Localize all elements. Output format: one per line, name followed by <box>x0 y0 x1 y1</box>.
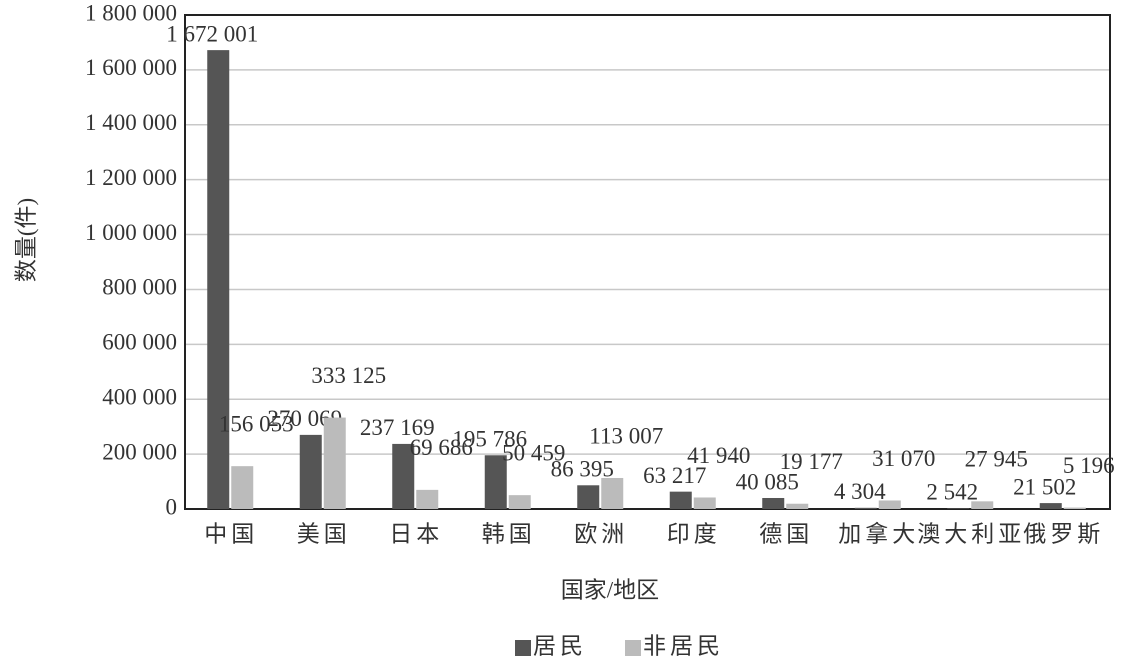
y-tick-label: 1 800 000 <box>85 0 177 25</box>
value-label: 63 217 <box>643 463 706 488</box>
plot-frame <box>184 14 1111 510</box>
x-tick-label: 美国 <box>297 521 351 546</box>
bar <box>508 495 531 509</box>
x-tick-label: 韩国 <box>482 521 536 546</box>
bar <box>693 497 716 509</box>
value-label: 333 125 <box>311 363 386 388</box>
y-tick-label: 600 000 <box>102 330 177 355</box>
value-label: 1 672 001 <box>166 21 258 46</box>
bar <box>669 491 692 509</box>
bar <box>762 497 785 509</box>
value-label: 50 459 <box>502 440 565 465</box>
bar <box>392 443 415 509</box>
y-tick-label: 800 000 <box>102 275 177 300</box>
y-tick-label: 0 <box>166 494 178 519</box>
bar <box>577 485 600 509</box>
bar <box>854 507 877 509</box>
bar <box>878 500 901 509</box>
y-tick-label: 1 600 000 <box>85 55 177 80</box>
y-tick-label: 1 000 000 <box>85 220 177 245</box>
legend-label: 非居民 <box>643 633 724 658</box>
bar <box>947 508 970 509</box>
value-label: 195 786 <box>452 427 527 452</box>
x-tick-label: 澳大利亚 <box>917 521 1025 546</box>
x-tick-label: 印度 <box>667 521 721 546</box>
bar <box>416 489 439 509</box>
bar <box>601 477 624 509</box>
bar <box>971 501 994 509</box>
bar <box>786 503 809 509</box>
value-label: 113 007 <box>589 423 663 448</box>
bar <box>299 434 322 509</box>
bar <box>231 466 254 509</box>
bar <box>484 455 507 509</box>
y-axis-title: 数量(件) <box>13 198 38 282</box>
y-tick-label: 400 000 <box>102 385 177 410</box>
bar <box>1063 507 1086 509</box>
x-axis-title: 国家/地区 <box>561 577 659 602</box>
x-tick-label: 欧洲 <box>574 521 628 546</box>
y-tick-label: 1 400 000 <box>85 110 177 135</box>
value-label: 69 686 <box>410 435 473 460</box>
legend-label: 居民 <box>533 633 587 658</box>
x-tick-label: 俄罗斯 <box>1023 521 1104 546</box>
value-label: 19 177 <box>780 449 843 474</box>
value-label: 41 940 <box>687 443 750 468</box>
value-label: 27 945 <box>965 447 1028 472</box>
legend-swatch <box>515 640 531 656</box>
bar <box>207 50 230 510</box>
value-label: 2 542 <box>926 480 978 505</box>
y-tick-label: 200 000 <box>102 439 177 464</box>
value-label: 5 196 <box>1063 453 1115 478</box>
x-tick-label: 日本 <box>389 521 443 546</box>
x-tick-label: 德国 <box>759 521 813 546</box>
y-tick-label: 1 200 000 <box>85 165 177 190</box>
value-label: 21 502 <box>1013 474 1076 499</box>
value-label: 31 070 <box>872 446 935 471</box>
value-label: 237 169 <box>360 415 435 440</box>
bar <box>323 417 346 509</box>
value-label: 40 085 <box>736 469 799 494</box>
legend-swatch <box>625 640 641 656</box>
x-tick-label: 中国 <box>204 521 258 546</box>
value-label: 4 304 <box>834 479 886 504</box>
x-tick-label: 加拿大 <box>838 520 919 546</box>
value-label: 86 395 <box>551 457 614 482</box>
value-label: 156 053 <box>219 411 294 436</box>
bar <box>1039 503 1062 509</box>
